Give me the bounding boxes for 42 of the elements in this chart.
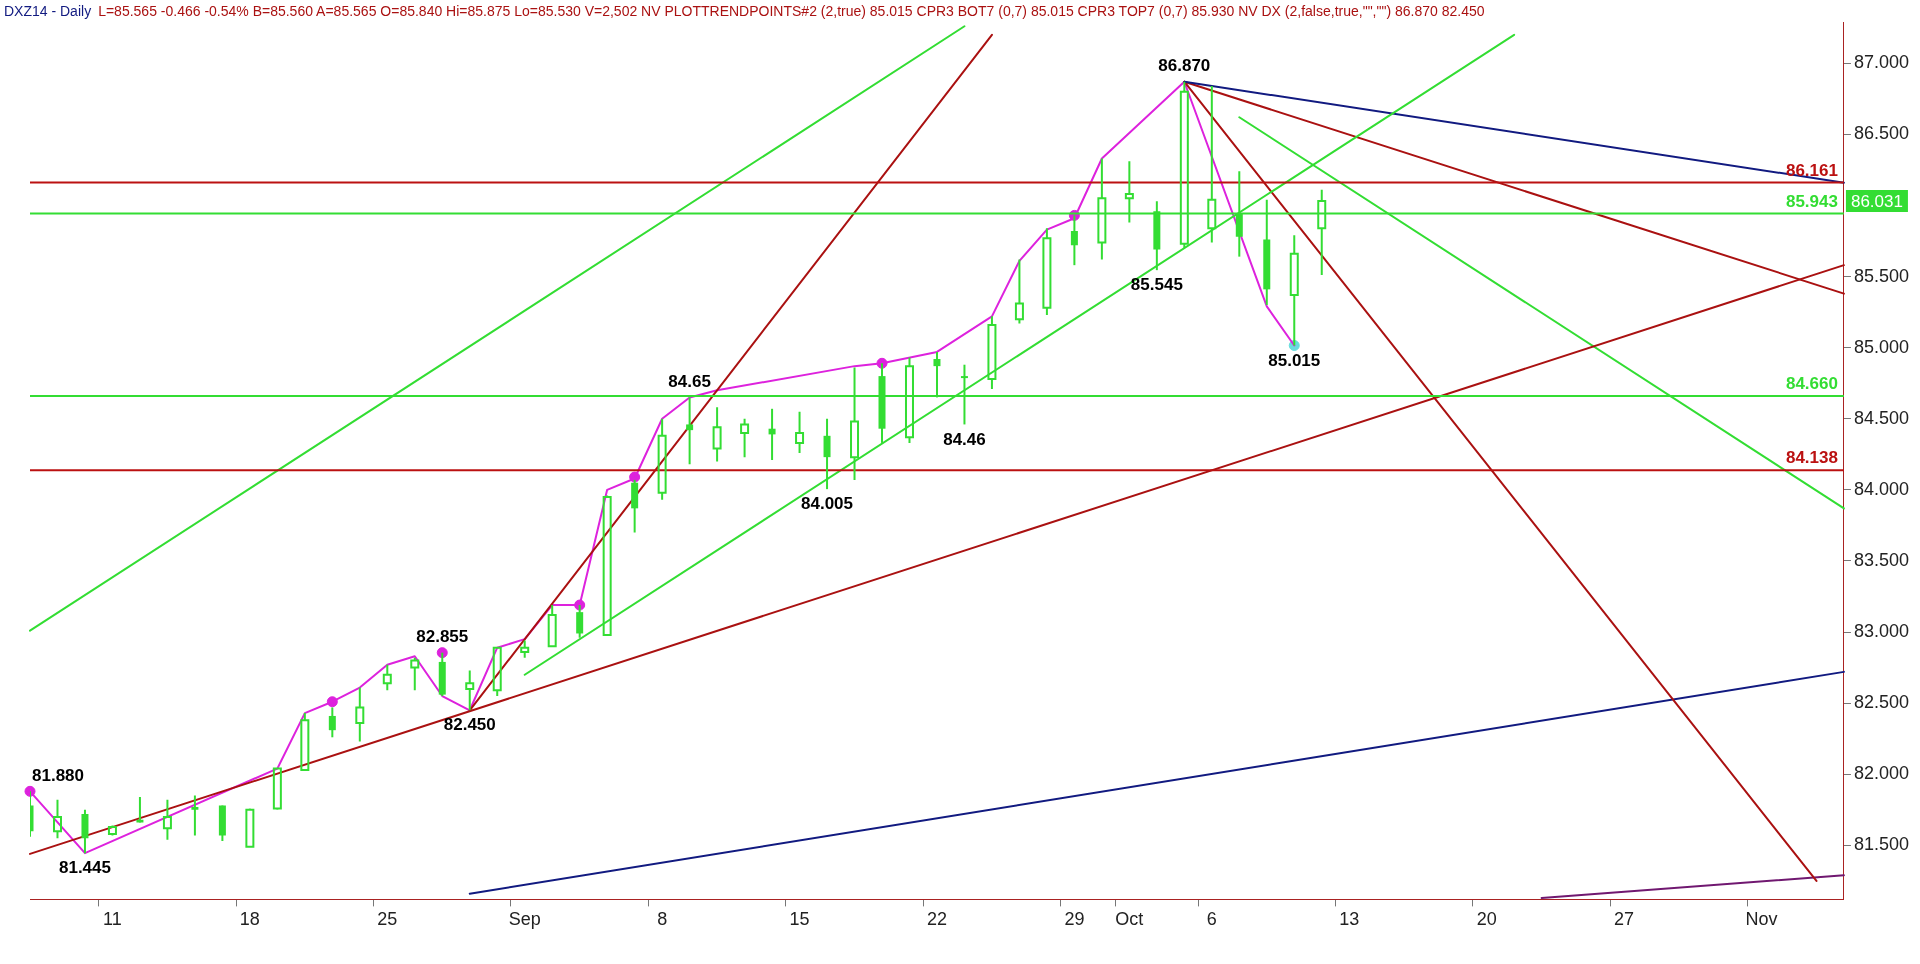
annotation: 82.855 [416,626,469,646]
y-tick-label: 85.500 [1853,265,1910,286]
x-tick-label: 6 [1206,909,1217,930]
annotation: 81.445 [58,858,111,878]
y-tick-label: 82.500 [1853,692,1910,713]
annotation: 85.015 [1268,350,1321,370]
x-tick-label: 29 [1064,909,1085,930]
x-tick-label: Oct [1115,909,1144,930]
x-tick-label: Sep [508,909,541,930]
annotation: 82.450 [443,715,496,735]
chart-title: DXZ14 - Daily [4,3,92,19]
y-tick-label: 86.500 [1853,123,1910,144]
x-tick-label: 11 [103,909,122,930]
y-tick-label: 81.500 [1853,834,1910,855]
y-tick-label: 84.000 [1853,478,1910,499]
y-tick-label: 82.000 [1853,763,1910,784]
x-tick-label: 13 [1339,909,1360,930]
y-tick-label: 83.000 [1853,621,1910,642]
x-tick-label: 15 [789,909,810,930]
x-tick-label: 18 [239,909,260,930]
data-label: 81.880 [32,765,84,785]
text: 86.031 [1850,191,1903,211]
annotation: 84.65 [668,371,711,391]
ref-line-label: 86.161 [1785,160,1838,180]
y-tick-label: 85.000 [1853,336,1910,357]
annotation: 85.545 [1130,275,1183,295]
annotation: 84.005 [801,494,854,514]
ref-line-label: 85.943 [1785,191,1838,211]
x-tick-label: 27 [1614,909,1635,930]
chart-subtitle: L=85.565 -0.466 -0.54% B=85.560 A=85.565 O=85.840 Hi=85.875 Lo=85.530 V=2,502 NV PLOTTRENDPOINTS#2 (2,true) 85.015 CPR3 BOT7 (0,7) 85.015 CPR3 TOP7 (0,7) 85.930 NV DX (2,false,true,"","") 86.870 82.450 [98,3,1485,19]
annotation: 86.870 [1158,55,1211,75]
x-tick-label: 22 [926,909,947,930]
x-tick-label: 25 [377,909,398,930]
annotation: 84.46 [943,429,986,449]
x-tick-label: 20 [1476,909,1497,930]
ref-line-label: 84.660 [1785,374,1838,394]
y-tick-label: 83.500 [1853,549,1910,570]
y-tick-label: 87.000 [1853,52,1910,73]
x-tick-label: 8 [657,909,668,930]
x-tick-label: Nov [1745,909,1778,930]
ref-line-label: 84.138 [1785,448,1838,468]
y-tick-label: 84.500 [1853,407,1910,428]
